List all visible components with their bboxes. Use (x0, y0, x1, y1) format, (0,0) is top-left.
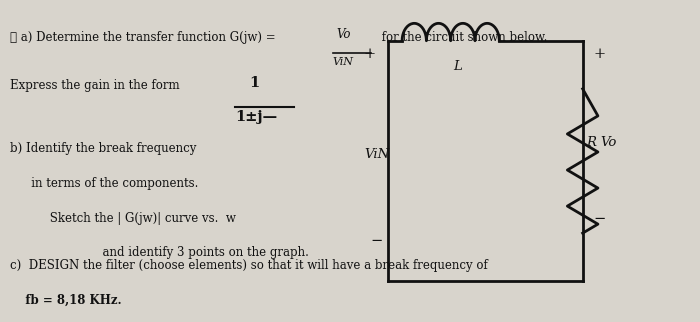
Text: Sketch the | G(jw)| curve vs.  w: Sketch the | G(jw)| curve vs. w (31, 212, 235, 225)
Text: −: − (593, 212, 606, 226)
Text: 1±j—: 1±j— (235, 110, 277, 124)
Text: L: L (454, 60, 462, 73)
Text: fb = 8,18 KHz.: fb = 8,18 KHz. (13, 294, 122, 307)
Text: ViN: ViN (364, 148, 389, 161)
Text: ViN: ViN (332, 57, 354, 67)
Text: ① a) Determine the transfer function G(jw) =: ① a) Determine the transfer function G(j… (10, 31, 275, 44)
Text: +: + (593, 47, 606, 61)
Text: 1: 1 (249, 76, 260, 90)
Text: for the circuit shown below.: for the circuit shown below. (378, 31, 547, 44)
Text: −: − (371, 234, 383, 248)
Text: Vo: Vo (600, 136, 617, 149)
Text: R: R (586, 136, 596, 149)
Text: Vo: Vo (336, 28, 351, 41)
Text: +: + (364, 47, 376, 61)
Text: and identify 3 points on the graph.: and identify 3 points on the graph. (65, 246, 309, 260)
Text: b) Identify the break frequency: b) Identify the break frequency (10, 142, 196, 155)
Text: c)  DESIGN the filter (choose elements) so that it will have a break frequency o: c) DESIGN the filter (choose elements) s… (10, 259, 487, 272)
Text: in terms of the components.: in terms of the components. (20, 177, 199, 190)
Text: Express the gain in the form: Express the gain in the form (10, 79, 179, 92)
